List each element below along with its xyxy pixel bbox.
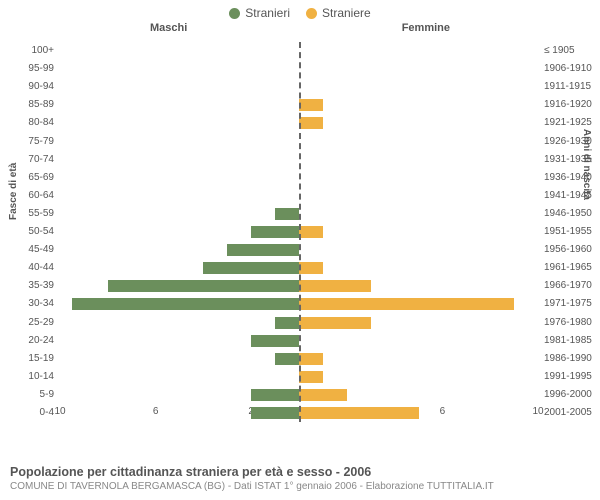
bar-male	[251, 407, 299, 419]
legend-swatch-female	[306, 8, 317, 19]
year-label: 1931-1935	[538, 154, 592, 165]
chart-title: Popolazione per cittadinanza straniera p…	[10, 465, 590, 479]
year-label: 1956-1960	[538, 244, 592, 255]
year-label: 1981-1985	[538, 335, 592, 346]
year-label: 2001-2005	[538, 407, 592, 418]
year-label: 1991-1995	[538, 371, 592, 382]
year-label: 1951-1955	[538, 226, 592, 237]
age-label: 95-99	[28, 63, 60, 74]
age-label: 25-29	[28, 317, 60, 328]
year-label: 1941-1945	[538, 190, 592, 201]
year-label: 1986-1990	[538, 353, 592, 364]
chart-source: COMUNE DI TAVERNOLA BERGAMASCA (BG) - Da…	[10, 481, 590, 492]
bar-male	[251, 335, 299, 347]
bar-female	[299, 353, 323, 365]
bar-male	[275, 317, 299, 329]
bar-female	[299, 99, 323, 111]
bar-female	[299, 262, 323, 274]
footer: Popolazione per cittadinanza straniera p…	[10, 465, 590, 492]
bar-male	[275, 353, 299, 365]
bar-male	[72, 298, 299, 310]
y-axis-label-left: Fasce di età	[8, 163, 19, 220]
year-label: 1911-1915	[538, 81, 591, 92]
year-label: 1916-1920	[538, 99, 592, 110]
year-label: 1996-2000	[538, 389, 592, 400]
age-label: 50-54	[28, 226, 60, 237]
legend-label-male: Stranieri	[245, 6, 290, 20]
age-label: 15-19	[28, 353, 60, 364]
pyramid-chart: 10622610 100+≤ 190595-991906-191090-9419…	[60, 42, 538, 422]
bar-female	[299, 317, 371, 329]
year-label: 1921-1925	[538, 117, 592, 128]
year-label: 1906-1910	[538, 63, 592, 74]
year-label: 1971-1975	[538, 298, 592, 309]
bar-female	[299, 226, 323, 238]
age-label: 0-4	[40, 407, 60, 418]
age-label: 90-94	[28, 81, 60, 92]
bar-female	[299, 298, 514, 310]
bar-female	[299, 280, 371, 292]
year-label: 1946-1950	[538, 208, 592, 219]
bar-male	[251, 226, 299, 238]
bar-male	[203, 262, 299, 274]
age-label: 20-24	[28, 335, 60, 346]
age-label: 35-39	[28, 280, 60, 291]
col-header-male: Maschi	[150, 22, 187, 34]
bar-male	[108, 280, 299, 292]
bar-female	[299, 371, 323, 383]
age-label: 5-9	[40, 389, 60, 400]
age-label: 75-79	[28, 136, 60, 147]
bar-male	[275, 208, 299, 220]
legend: Stranieri Straniere	[0, 0, 600, 22]
year-label: 1976-1980	[538, 317, 592, 328]
age-label: 30-34	[28, 298, 60, 309]
year-label: 1926-1930	[538, 136, 592, 147]
legend-label-female: Straniere	[322, 6, 371, 20]
age-label: 100+	[31, 45, 60, 56]
year-label: 1936-1940	[538, 172, 592, 183]
legend-item-female: Straniere	[306, 6, 371, 20]
age-label: 65-69	[28, 172, 60, 183]
legend-item-male: Stranieri	[229, 6, 290, 20]
legend-swatch-male	[229, 8, 240, 19]
bar-male	[227, 244, 299, 256]
year-label: ≤ 1905	[538, 45, 575, 56]
col-header-female: Femmine	[402, 22, 450, 34]
center-divider	[299, 42, 301, 422]
age-label: 10-14	[28, 371, 60, 382]
age-label: 55-59	[28, 208, 60, 219]
year-label: 1966-1970	[538, 280, 592, 291]
bar-female	[299, 407, 419, 419]
bar-female	[299, 117, 323, 129]
age-label: 60-64	[28, 190, 60, 201]
year-label: 1961-1965	[538, 262, 592, 273]
age-label: 70-74	[28, 154, 60, 165]
age-label: 45-49	[28, 244, 60, 255]
age-label: 80-84	[28, 117, 60, 128]
bar-female	[299, 389, 347, 401]
bar-male	[251, 389, 299, 401]
column-headers: Maschi Femmine	[0, 22, 600, 38]
age-label: 85-89	[28, 99, 60, 110]
age-label: 40-44	[28, 262, 60, 273]
